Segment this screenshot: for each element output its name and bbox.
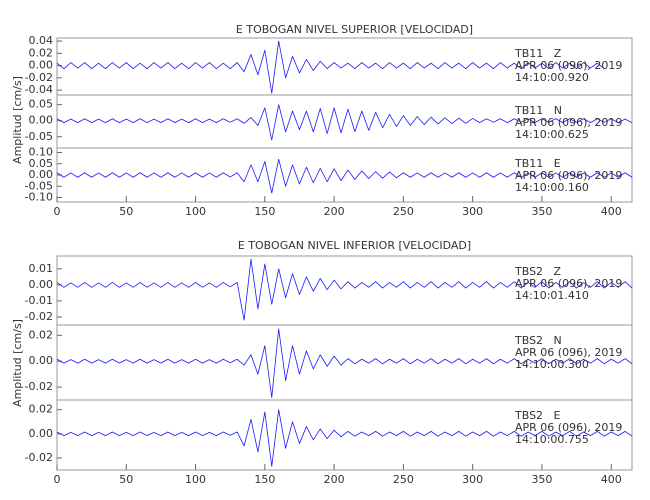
trace-label: TB11 Z (514, 47, 562, 60)
x-tick-label: 100 (185, 473, 206, 486)
y-tick-label: 0.05 (29, 98, 54, 111)
y-tick-label: -0.01 (25, 294, 53, 307)
x-tick-label: 150 (254, 205, 275, 218)
x-tick-label: 100 (185, 205, 206, 218)
x-tick-label: 300 (462, 205, 483, 218)
y-tick-label: 0.00 (29, 114, 54, 127)
y-tick-label: 0.05 (29, 157, 54, 170)
x-tick-label: 50 (119, 205, 133, 218)
trace-label: APR 06 (096), 2019 (515, 421, 622, 434)
y-tick-label: 0.02 (29, 46, 54, 59)
trace-label: TB11 N (514, 104, 562, 117)
x-tick-label: 0 (54, 205, 61, 218)
x-tick-label: 50 (119, 473, 133, 486)
chart-title: E TOBOGAN NIVEL INFERIOR [VELOCIDAD] (238, 239, 471, 252)
x-tick-label: 350 (531, 205, 552, 218)
y-tick-label: 0.02 (29, 328, 54, 341)
waveform (56, 409, 633, 467)
x-tick-label: 350 (531, 473, 552, 486)
y-tick-label: -0.02 (25, 380, 53, 393)
y-tick-label: -0.10 (25, 191, 53, 204)
panel-frame (56, 399, 633, 471)
trace-label: 14:10:00.160 (515, 181, 589, 194)
waveform (56, 158, 633, 194)
trace-label: APR 06 (096), 2019 (515, 59, 622, 72)
y-tick-label: -0.02 (25, 451, 53, 464)
trace-label: 14:10:00.300 (515, 358, 589, 371)
y-tick-label: 0.01 (29, 262, 54, 275)
y-tick-label: -0.02 (25, 71, 53, 84)
y-tick-label: -0.05 (25, 130, 53, 143)
waveform (56, 104, 633, 141)
waveform (56, 258, 633, 321)
y-tick-label: 0.00 (29, 427, 54, 440)
x-tick-label: 250 (393, 205, 414, 218)
y-tick-label: 0.00 (29, 354, 54, 367)
trace-label: 14:10:00.920 (515, 71, 589, 84)
trace-label: APR 06 (096), 2019 (515, 116, 622, 129)
y-tick-label: 0.04 (29, 34, 54, 47)
waveform (56, 40, 605, 94)
x-tick-label: 150 (254, 473, 275, 486)
trace-label: 14:10:00.755 (515, 433, 589, 446)
y-tick-label: 0.02 (29, 403, 54, 416)
y-axis-label: Amplitud [cm/s] (11, 76, 24, 164)
y-tick-label: 0.10 (29, 146, 54, 159)
x-tick-label: 200 (324, 205, 345, 218)
trace-label: 14:10:01.410 (515, 289, 589, 302)
waveform (56, 328, 633, 398)
trace-label: TBS2 Z (514, 265, 562, 278)
trace-label: APR 06 (096), 2019 (515, 169, 622, 182)
trace-label: APR 06 (096), 2019 (515, 277, 622, 290)
y-tick-label: -0.02 (25, 310, 53, 323)
y-tick-label: 0.00 (29, 278, 54, 291)
x-tick-label: 0 (54, 473, 61, 486)
x-tick-label: 250 (393, 473, 414, 486)
trace-label: 14:10:00.625 (515, 128, 589, 141)
x-tick-label: 300 (462, 473, 483, 486)
x-tick-label: 400 (601, 473, 622, 486)
x-tick-label: 200 (324, 473, 345, 486)
y-axis-label: Amplitud [cm/s] (11, 319, 24, 407)
chart-title: E TOBOGAN NIVEL SUPERIOR [VELOCIDAD] (236, 23, 473, 36)
y-tick-label: -0.05 (25, 179, 53, 192)
y-tick-label: 0.00 (29, 59, 54, 72)
trace-label: APR 06 (096), 2019 (515, 346, 622, 359)
trace-label: TBS2 N (514, 334, 562, 347)
trace-label: TB11 E (514, 157, 561, 170)
y-tick-label: -0.04 (25, 83, 53, 96)
trace-label: TBS2 E (514, 409, 561, 422)
x-tick-label: 400 (601, 205, 622, 218)
y-tick-label: 0.00 (29, 168, 54, 181)
